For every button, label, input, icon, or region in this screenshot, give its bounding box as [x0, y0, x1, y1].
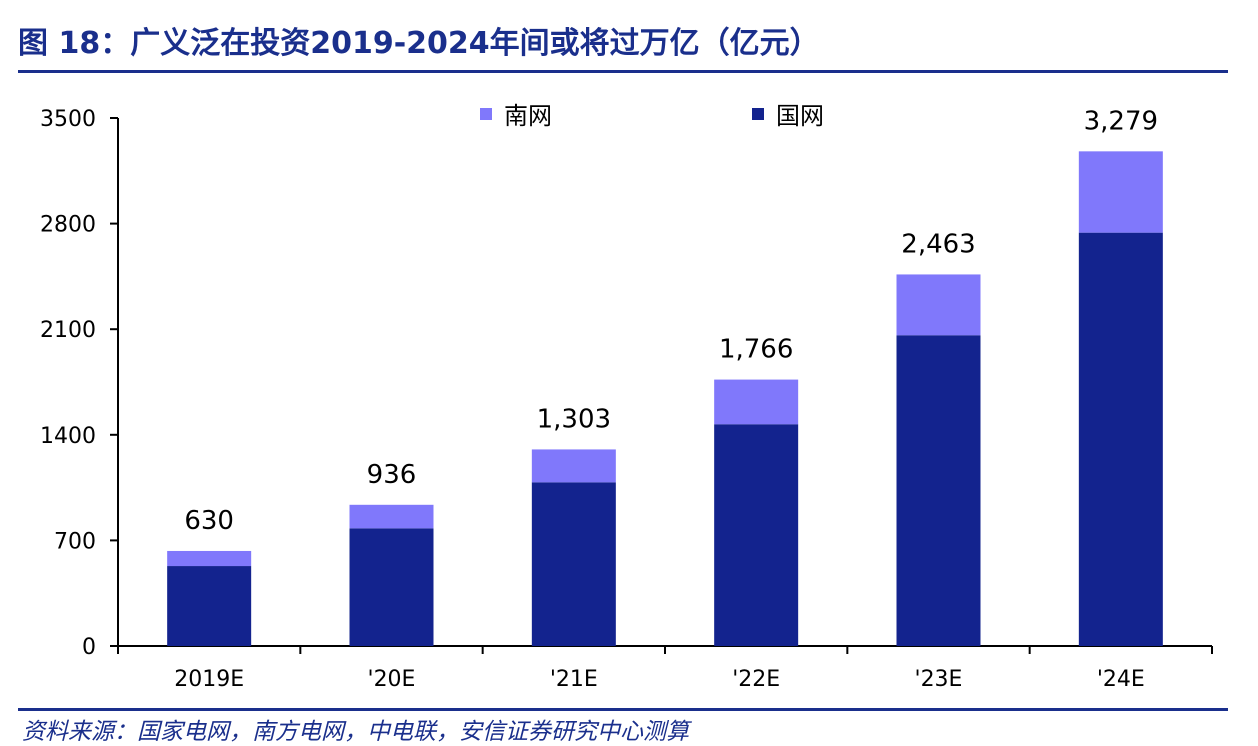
bar-southern-grid-6: [1078, 151, 1163, 233]
bar-southern-grid-1: [167, 550, 252, 567]
x-tick-label: '20E: [368, 667, 416, 692]
source-rule: [18, 708, 1228, 711]
title-rule: [18, 70, 1228, 73]
legend-southern-grid-swatch: [480, 108, 492, 120]
y-tick-label: 3500: [40, 107, 96, 132]
x-tick-label: 2019E: [174, 667, 244, 692]
bar-state-grid-3: [531, 482, 616, 646]
total-label: 3,279: [1084, 106, 1158, 136]
total-label: 1,766: [719, 335, 793, 365]
bar-state-grid-2: [349, 528, 434, 646]
total-label: 630: [184, 506, 234, 536]
total-label: 1,303: [537, 404, 611, 434]
y-tick-label: 2800: [40, 213, 96, 238]
bar-southern-grid-4: [714, 379, 799, 425]
x-tick-label: '22E: [732, 667, 780, 692]
legend-state-grid-swatch: [752, 108, 764, 120]
bar-southern-grid-3: [531, 449, 616, 483]
x-tick-label: '23E: [915, 667, 963, 692]
y-tick-label: 1400: [40, 424, 96, 449]
x-tick-label: '24E: [1097, 667, 1145, 692]
total-label: 936: [367, 460, 417, 490]
bar-state-grid-5: [896, 335, 981, 646]
source-note: 资料来源：国家电网，南方电网，中电联，安信证券研究中心测算: [22, 719, 689, 745]
chart-title: 图 18：广义泛在投资2019-2024年间或将过万亿（亿元）: [18, 26, 820, 61]
y-tick-label: 2100: [40, 318, 96, 343]
bar-state-grid-4: [714, 424, 799, 646]
x-tick-label: '21E: [550, 667, 598, 692]
total-label: 2,463: [901, 229, 975, 259]
legend-state-grid-label: 国网: [776, 102, 824, 130]
y-tick-label: 0: [82, 635, 96, 660]
y-tick-label: 700: [54, 529, 96, 554]
bar-state-grid-6: [1078, 232, 1163, 646]
bar-southern-grid-2: [349, 504, 434, 529]
bar-state-grid-1: [167, 566, 252, 646]
legend-southern-grid-label: 南网: [504, 102, 552, 130]
bar-southern-grid-5: [896, 274, 981, 336]
